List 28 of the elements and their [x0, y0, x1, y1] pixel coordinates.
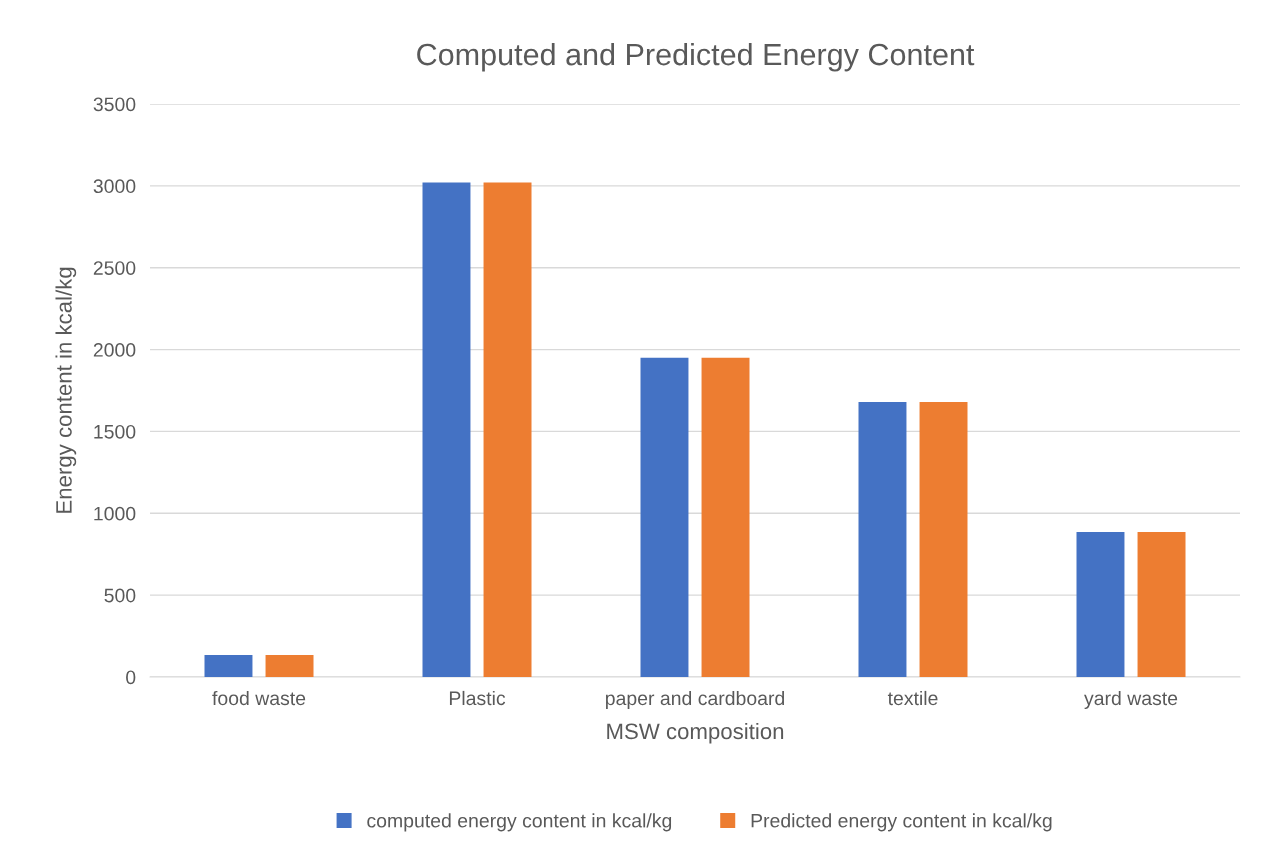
y-tick-label: 500 [104, 588, 136, 603]
bar [265, 654, 314, 677]
x-tick-label: yard waste [1084, 690, 1178, 710]
chart-title: Computed and Predicted Energy Content [417, 42, 975, 72]
legend-label: Predicted energy content in kcal/kg [751, 813, 1052, 832]
x-tick-label: food waste [212, 690, 306, 706]
y-tick-label: 3500 [93, 97, 136, 112]
y-axis-title: Energy content in kcal/kg [55, 267, 77, 513]
x-axis-title: MSW composition [607, 722, 784, 744]
legend-label: computed energy content in kcal/kg [367, 813, 672, 832]
x-tick-label: Plastic [449, 690, 506, 706]
bar [483, 182, 532, 677]
bar [1076, 532, 1125, 677]
bar [640, 357, 689, 677]
bar [919, 401, 968, 677]
y-tick-label: 3000 [93, 179, 136, 194]
bar [701, 357, 750, 677]
y-tick-label: 2000 [93, 343, 136, 357]
y-tick-label: 1000 [94, 506, 136, 521]
bar [422, 182, 471, 677]
bar [204, 654, 253, 677]
x-tick-label: paper and cardboard [606, 690, 785, 710]
y-tick-label: 0 [126, 670, 136, 685]
y-tick-label: 1500 [94, 424, 136, 439]
x-tick-label: textile [887, 690, 938, 706]
y-tick-label: 2500 [93, 261, 136, 275]
bar [858, 401, 907, 677]
bar [1137, 532, 1186, 677]
